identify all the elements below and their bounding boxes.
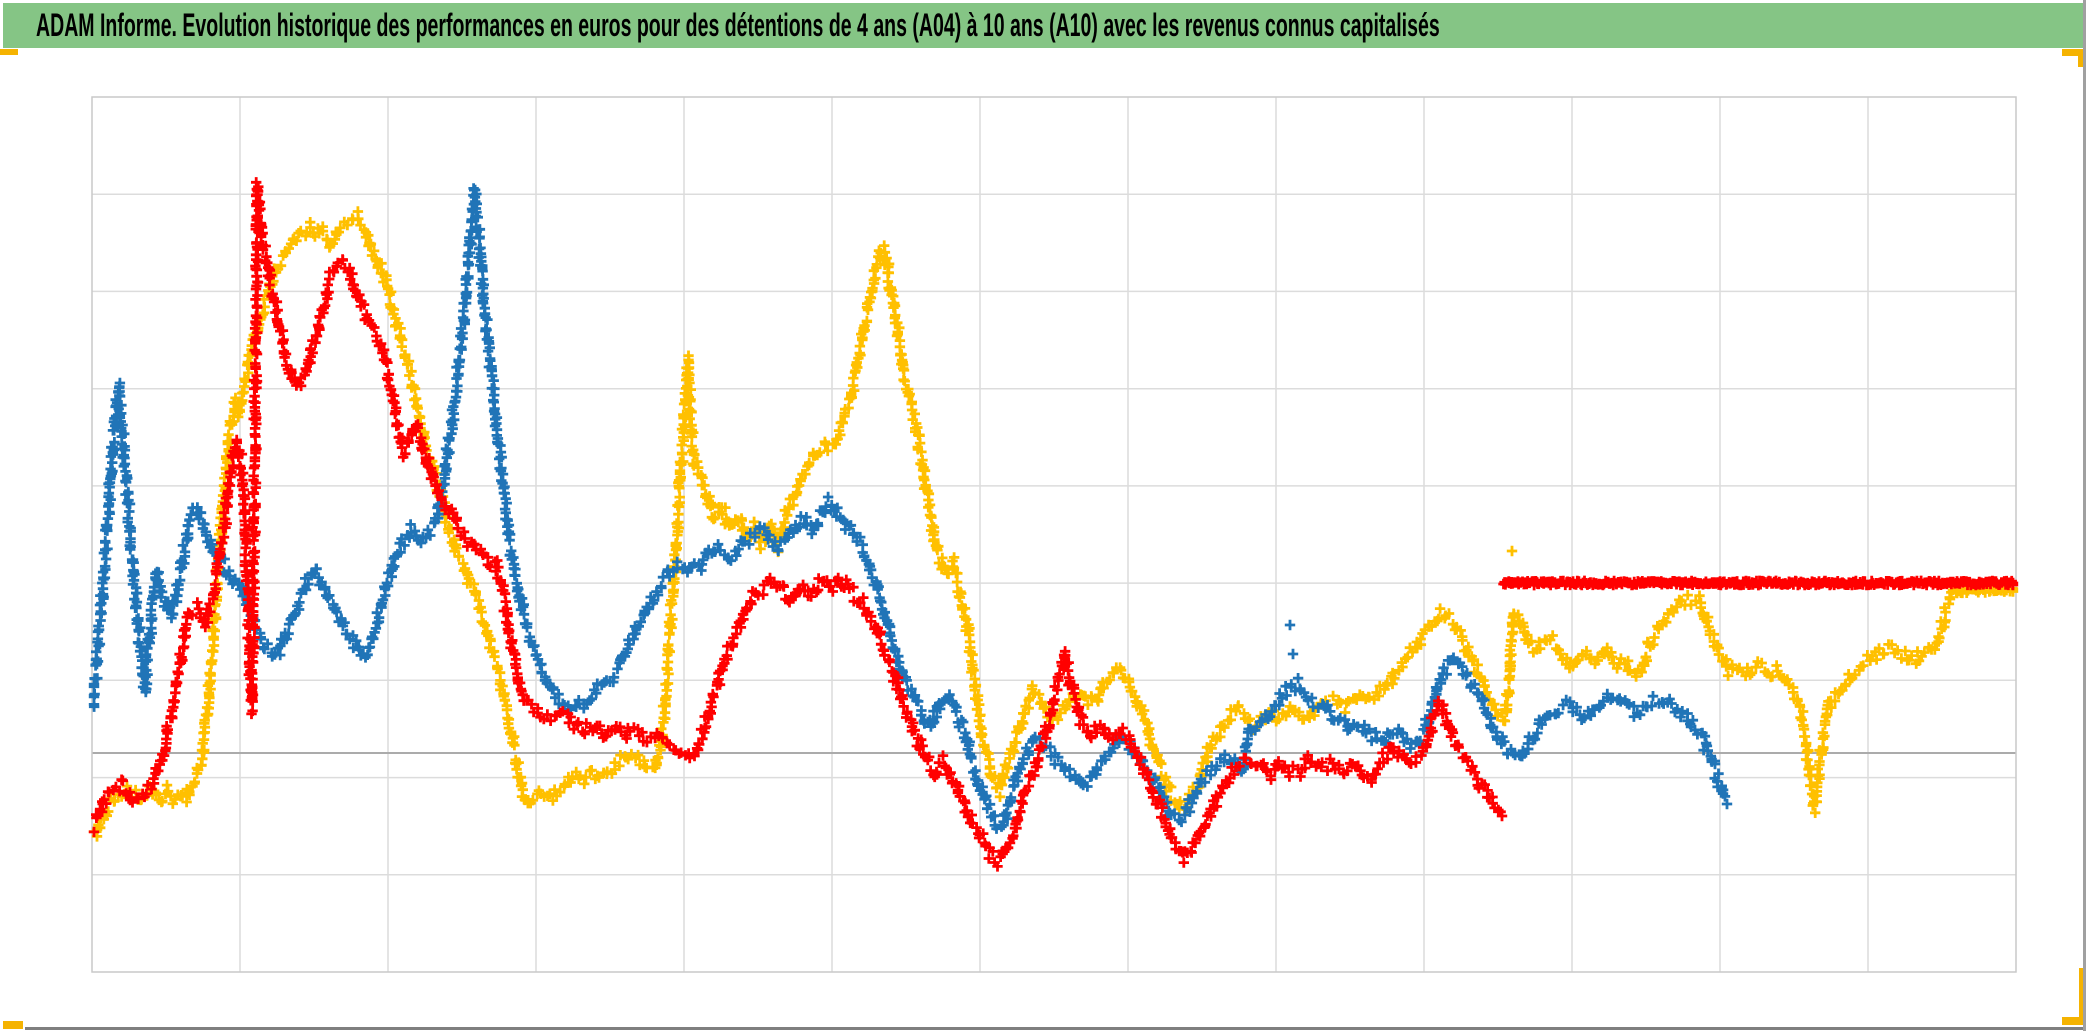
bottom-edge-line — [25, 1027, 2086, 1030]
title-bar: ADAM Informe. Evolution historique des p… — [3, 3, 2083, 48]
corner-mark-top-left — [0, 49, 18, 55]
corner-mark-bottom-right-horizontal — [2062, 1017, 2086, 1025]
page-title: ADAM Informe. Evolution historique des p… — [36, 7, 1440, 43]
corner-mark-bottom-right-vertical — [2079, 968, 2086, 1025]
gridlines-group — [91, 96, 2017, 973]
corner-mark-top-right-vertical — [2078, 49, 2084, 67]
corner-mark-bottom-left — [3, 1021, 23, 1029]
series-red[interactable] — [88, 177, 2019, 872]
right-edge-line — [2083, 0, 2086, 1031]
series-group — [88, 177, 2019, 872]
corner-mark-top-right-horizontal — [2062, 49, 2084, 56]
